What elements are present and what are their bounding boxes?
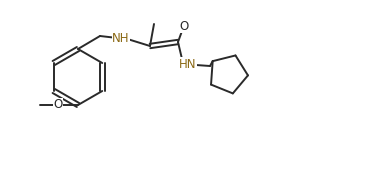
Text: O: O xyxy=(53,98,63,112)
Text: O: O xyxy=(180,19,189,33)
Text: HN: HN xyxy=(179,57,197,70)
Text: NH: NH xyxy=(112,31,130,45)
